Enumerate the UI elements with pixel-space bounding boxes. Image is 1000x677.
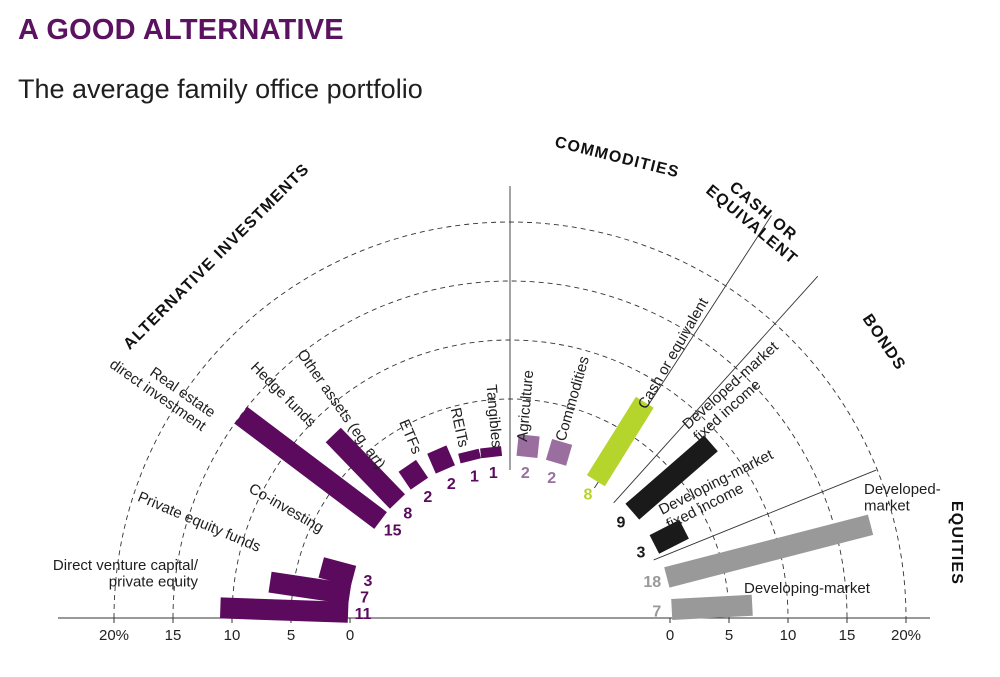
grid-arc-15 bbox=[172, 280, 848, 619]
value-label-equities-1: 7 bbox=[652, 603, 661, 620]
value-label-alternative-7: 1 bbox=[470, 468, 479, 485]
tick-label-left-15: 15 bbox=[165, 627, 182, 644]
value-label-alternative-6: 2 bbox=[447, 476, 456, 493]
label-reits: REITs bbox=[447, 406, 472, 449]
value-label-alternative-8: 1 bbox=[489, 465, 498, 482]
tick-label-right-5: 5 bbox=[725, 627, 733, 644]
tick-label-right-15: 15 bbox=[839, 627, 856, 644]
value-label-commodities-1: 2 bbox=[547, 470, 556, 487]
label-direct-venture-capital: Direct venture capital/private equity bbox=[53, 557, 199, 591]
label-private-equity-funds: Private equity funds bbox=[135, 489, 263, 556]
tick-label-left-20: 20% bbox=[99, 627, 129, 644]
bar-alternative-0 bbox=[220, 597, 349, 623]
value-label-alternative-5: 2 bbox=[423, 489, 432, 506]
label-agriculture: Agriculture bbox=[514, 369, 537, 442]
bar-equities-0 bbox=[664, 514, 874, 588]
bar-alternative-6 bbox=[427, 445, 455, 474]
chart-subtitle: The average family office portfolio bbox=[18, 74, 423, 104]
tick-label-right-10: 10 bbox=[780, 627, 797, 644]
heading-equities: EQUITIES bbox=[948, 501, 965, 585]
bar-commodities-1 bbox=[545, 439, 573, 466]
value-label-alternative-1: 7 bbox=[360, 589, 369, 606]
value-label-equities-0: 18 bbox=[643, 574, 661, 591]
value-label-alternative-0: 11 bbox=[355, 606, 372, 623]
label-tangibles: Tangibles bbox=[482, 384, 504, 449]
bar-bonds-0 bbox=[625, 435, 718, 520]
label-real-estate: Real estatedirect investment bbox=[106, 342, 219, 435]
tick-label-left-5: 5 bbox=[287, 627, 295, 644]
label-etfs: ETFs bbox=[395, 417, 425, 457]
heading-cash-or-equivalent: CASH OREQUIVALENT bbox=[702, 168, 812, 268]
label-co-investing: Co-investing bbox=[246, 480, 327, 536]
sector-line-2 bbox=[653, 469, 877, 561]
bar-alternative-4 bbox=[325, 427, 405, 509]
heading-commodities: COMMODITIES bbox=[553, 134, 681, 181]
bar-alternative-3 bbox=[234, 406, 387, 529]
bar-alternative-5 bbox=[398, 459, 429, 490]
bar-alternative-2 bbox=[318, 557, 357, 587]
tick-label-right-20: 20% bbox=[891, 627, 921, 644]
value-label-bonds-1: 3 bbox=[637, 544, 646, 561]
bar-commodities-0 bbox=[516, 434, 540, 458]
bar-equities-1 bbox=[671, 594, 753, 620]
sector-line-1 bbox=[613, 275, 819, 504]
label-developing-fixed-income: Developing-marketfixed income bbox=[656, 446, 784, 533]
bar-alternative-7 bbox=[458, 448, 481, 464]
chart-title: A GOOD ALTERNATIVE bbox=[18, 14, 344, 46]
value-label-cash-0: 8 bbox=[583, 486, 592, 503]
tick-label-right-0: 0 bbox=[666, 627, 674, 644]
tick-label-left-10: 10 bbox=[224, 627, 241, 644]
value-label-alternative-3: 15 bbox=[384, 523, 402, 540]
label-developed-market-equities: Developed-market bbox=[864, 481, 941, 515]
heading-alternative-investments: ALTERNATIVE INVESTMENTS bbox=[120, 160, 313, 353]
bar-alternative-1 bbox=[268, 571, 352, 605]
label-cash-or-equivalent: Cash or equivalent bbox=[635, 294, 713, 412]
heading-bonds: BONDS bbox=[859, 311, 909, 373]
label-developing-market-equities: Developing-market bbox=[744, 580, 871, 597]
bar-cash-0 bbox=[586, 396, 654, 487]
label-developed-fixed-income: Developed-marketfixed income bbox=[679, 338, 793, 445]
value-label-commodities-0: 2 bbox=[521, 465, 530, 482]
bar-bonds-1 bbox=[649, 519, 689, 554]
value-label-bonds-0: 9 bbox=[616, 515, 625, 532]
bar-alternative-8 bbox=[480, 446, 503, 459]
tick-label-left-0: 0 bbox=[346, 627, 354, 644]
value-label-alternative-2: 3 bbox=[364, 573, 373, 590]
label-commodities: Commodities bbox=[553, 354, 593, 443]
value-label-alternative-4: 8 bbox=[403, 505, 412, 522]
